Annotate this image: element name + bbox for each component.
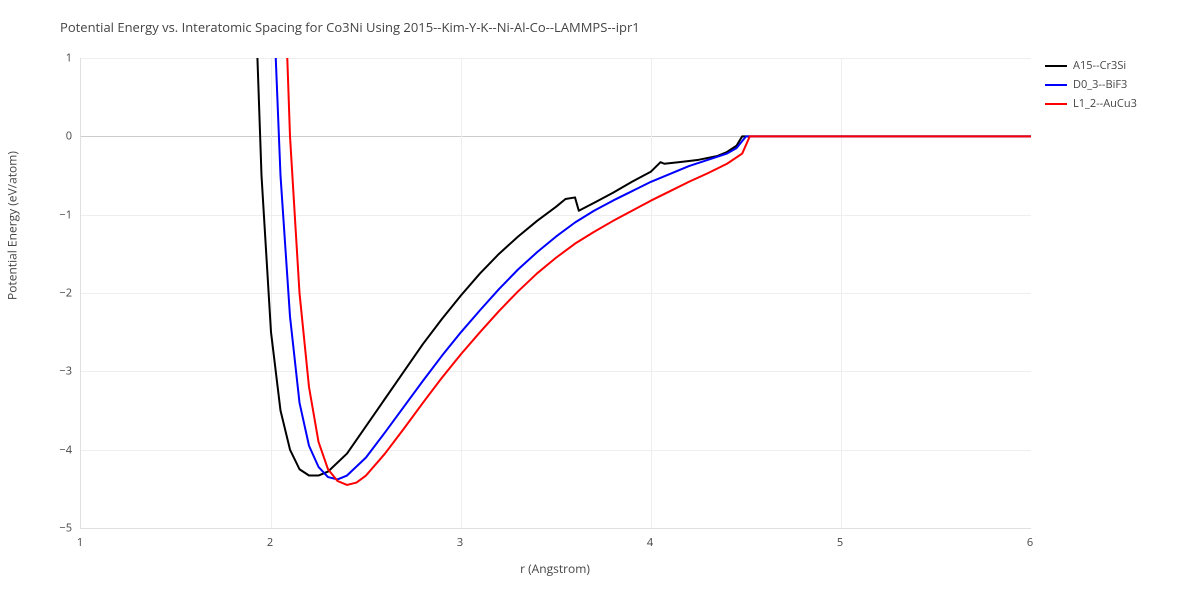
legend: A15--Cr3Si D0_3--BiF3 L1_2--AuCu3 bbox=[1045, 58, 1137, 115]
legend-swatch bbox=[1045, 65, 1067, 67]
legend-item[interactable]: L1_2--AuCu3 bbox=[1045, 96, 1137, 111]
chart-title: Potential Energy vs. Interatomic Spacing… bbox=[60, 18, 640, 36]
y-tick-label: −1 bbox=[12, 207, 72, 222]
legend-label: D0_3--BiF3 bbox=[1073, 77, 1127, 92]
x-tick-label: 5 bbox=[837, 535, 843, 550]
x-tick-label: 4 bbox=[647, 535, 653, 550]
y-tick-label: 1 bbox=[12, 51, 72, 66]
grid-line-h bbox=[81, 528, 1031, 529]
x-axis-label: r (Angstrom) bbox=[80, 560, 1030, 577]
series-line[interactable] bbox=[252, 58, 1031, 479]
legend-label: A15--Cr3Si bbox=[1073, 58, 1126, 73]
legend-swatch bbox=[1045, 103, 1067, 105]
x-tick-label: 6 bbox=[1027, 535, 1033, 550]
x-tick-label: 1 bbox=[77, 535, 83, 550]
series-line[interactable] bbox=[233, 58, 1031, 476]
legend-item[interactable]: A15--Cr3Si bbox=[1045, 58, 1137, 73]
legend-label: L1_2--AuCu3 bbox=[1073, 96, 1137, 111]
y-tick-label: −3 bbox=[12, 364, 72, 379]
line-curves bbox=[81, 58, 1031, 528]
legend-item[interactable]: D0_3--BiF3 bbox=[1045, 77, 1137, 92]
y-tick-label: −4 bbox=[12, 442, 72, 457]
y-tick-label: −5 bbox=[12, 521, 72, 536]
legend-swatch bbox=[1045, 84, 1067, 86]
plot-area[interactable] bbox=[80, 58, 1031, 529]
y-tick-label: 0 bbox=[12, 129, 72, 144]
x-tick-label: 2 bbox=[267, 535, 273, 550]
y-tick-label: −2 bbox=[12, 286, 72, 301]
x-tick-label: 3 bbox=[457, 535, 463, 550]
series-line[interactable] bbox=[265, 58, 1031, 485]
y-axis-label: Potential Energy (eV/atom) bbox=[4, 151, 21, 300]
chart-container: Potential Energy vs. Interatomic Spacing… bbox=[0, 0, 1200, 600]
